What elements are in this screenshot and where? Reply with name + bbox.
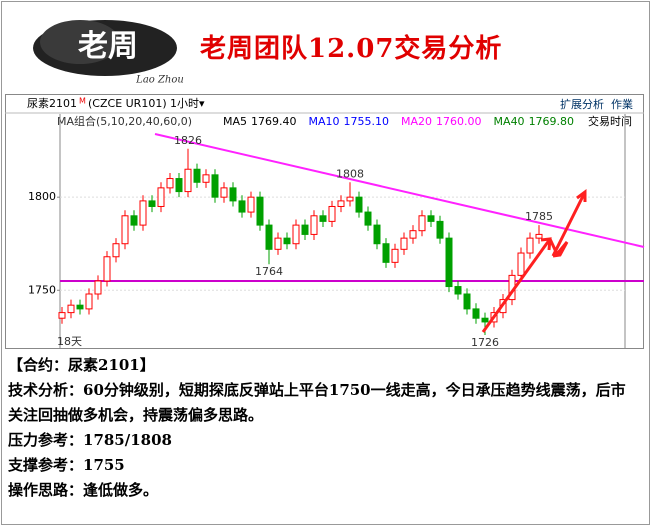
- legend-value: 1769.40: [251, 115, 297, 128]
- candle-body: [454, 286, 462, 295]
- legend-label: MA10: [309, 115, 340, 128]
- candle-body: [238, 200, 246, 213]
- candle-body: [526, 237, 534, 254]
- candle-body: [256, 196, 264, 226]
- candle-body: [220, 187, 228, 198]
- legend-value: 1769.80: [529, 115, 575, 128]
- symbol: 尿素2101: [27, 97, 77, 110]
- trade-time: 交易时间: [588, 114, 632, 128]
- candle-body: [535, 233, 543, 239]
- candle-body: [229, 187, 237, 202]
- period[interactable]: 1小时▾: [170, 97, 205, 110]
- candle-body: [328, 205, 336, 222]
- symbol-code: (CZCE UR101): [88, 97, 167, 110]
- candle-body: [427, 215, 435, 222]
- candle-body: [409, 230, 417, 239]
- candle-body: [445, 237, 453, 288]
- commentary: 【合约：尿素2101】 技术分析：60分钟级别，短期探底反弹站上平台1750一线…: [8, 353, 638, 503]
- candle-body: [157, 187, 165, 207]
- candle-body: [319, 215, 327, 222]
- corner-label: 18天: [57, 335, 82, 348]
- candle-body: [301, 224, 309, 235]
- candle-body: [472, 308, 480, 319]
- candle-body: [517, 252, 525, 276]
- candle-body: [58, 312, 66, 319]
- candle-body: [184, 168, 192, 193]
- legend-label: MA40: [494, 115, 525, 128]
- support: 支撑参考：1755: [8, 456, 125, 474]
- candle-body: [175, 178, 183, 193]
- candle-body: [373, 224, 381, 245]
- arrow: [576, 189, 587, 202]
- candle-body: [94, 280, 102, 295]
- price-annotation: 1826: [174, 134, 202, 147]
- candle-body: [364, 211, 372, 226]
- logo-brush: [40, 20, 120, 64]
- arrow: [481, 238, 552, 333]
- candle-body: [355, 196, 363, 213]
- candle-body: [274, 237, 282, 250]
- logo-text: 老周: [78, 29, 138, 64]
- candle-body: [193, 168, 201, 183]
- ma-group: MA组合(5,10,20,40,60,0): [57, 114, 192, 128]
- candle-body: [202, 174, 210, 183]
- symbol-flag: M: [79, 97, 86, 106]
- page-title: 老周团队12.07交易分析: [200, 34, 503, 64]
- arrow: [548, 238, 569, 258]
- candle-body: [211, 174, 219, 198]
- chart: 尿素2101 M (CZCE UR101) 1小时▾ 扩展分析 作業 MA组合(…: [5, 94, 645, 349]
- trend-line: [154, 133, 645, 248]
- price-annotation: 1726: [471, 336, 499, 349]
- candle-body: [283, 237, 291, 245]
- candle-body: [310, 215, 318, 235]
- candle-body: [112, 243, 120, 258]
- y-tick-label: 1750: [28, 283, 56, 296]
- price-annotation: 1808: [336, 167, 364, 180]
- candle-body: [400, 237, 408, 250]
- candle-body: [292, 224, 300, 245]
- candle-body: [121, 215, 129, 245]
- extend-analysis[interactable]: 扩展分析: [560, 97, 604, 111]
- candle-body: [481, 317, 489, 323]
- candle-body: [76, 304, 84, 310]
- legend-label: MA20: [401, 115, 432, 128]
- candle-body: [463, 293, 471, 310]
- legend-label: MA5: [223, 115, 247, 128]
- candle-body: [67, 304, 75, 314]
- candle-body: [148, 200, 156, 207]
- candle-body: [346, 196, 354, 202]
- contract: 【合约：尿素2101】: [8, 356, 155, 374]
- logo: 老周 Lao Zhou: [33, 20, 184, 86]
- resistance: 压力参考：1785/1808: [8, 431, 172, 449]
- candle-body: [247, 196, 255, 213]
- candle-body: [436, 220, 444, 239]
- candle-body: [265, 224, 273, 250]
- candle-body: [139, 200, 147, 226]
- candle-body: [85, 293, 93, 310]
- legend-value: 1755.10: [344, 115, 390, 128]
- price-annotation: 1764: [255, 265, 283, 278]
- price-annotation: 1785: [525, 210, 553, 223]
- logo-sub: Lao Zhou: [135, 75, 184, 86]
- candle-body: [166, 178, 174, 189]
- y-tick-label: 1800: [28, 190, 56, 203]
- candle-body: [130, 215, 138, 226]
- candle-body: [418, 215, 426, 232]
- candle-body: [337, 200, 345, 207]
- operation: 操作思路：逢低做多。: [8, 481, 159, 499]
- candle-body: [382, 243, 390, 263]
- candle-body: [391, 248, 399, 263]
- work[interactable]: 作業: [611, 98, 633, 111]
- candle-body: [103, 256, 111, 282]
- analysis: 技术分析：60分钟级别，短期探底反弹站上平台1750一线走高，今日承压趋势线震荡…: [8, 381, 626, 424]
- arrow: [551, 191, 587, 257]
- legend-value: 1760.00: [436, 115, 482, 128]
